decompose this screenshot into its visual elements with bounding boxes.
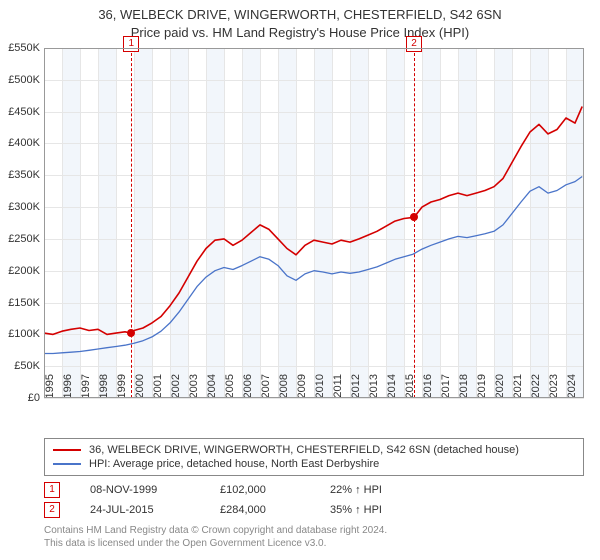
y-axis-label: £0: [0, 392, 40, 404]
event-delta: 35% ↑ HPI: [330, 504, 430, 516]
event-date: 24-JUL-2015: [90, 504, 190, 516]
event-delta: 22% ↑ HPI: [330, 484, 430, 496]
series-line-price-paid: [44, 107, 582, 335]
event-price: £102,000: [220, 484, 300, 496]
y-axis-label: £300K: [0, 201, 40, 213]
events-table: 1 08-NOV-1999 £102,000 22% ↑ HPI 2 24-JU…: [44, 480, 584, 520]
event-marker-box: 1: [44, 482, 60, 498]
event-marker-box: 2: [44, 502, 60, 518]
y-axis-label: £400K: [0, 137, 40, 149]
legend-item-hpi: HPI: Average price, detached house, Nort…: [53, 457, 575, 471]
y-axis-label: £50K: [0, 360, 40, 372]
y-axis-label: £150K: [0, 297, 40, 309]
title-line-2: Price paid vs. HM Land Registry's House …: [0, 24, 600, 42]
y-axis-label: £100K: [0, 328, 40, 340]
legend-label: HPI: Average price, detached house, Nort…: [89, 458, 379, 470]
legend-item-price-paid: 36, WELBECK DRIVE, WINGERWORTH, CHESTERF…: [53, 443, 575, 457]
event-row: 1 08-NOV-1999 £102,000 22% ↑ HPI: [44, 480, 584, 500]
y-axis-label: £550K: [0, 42, 40, 54]
y-axis-label: £350K: [0, 169, 40, 181]
y-axis-label: £250K: [0, 233, 40, 245]
chart-title: 36, WELBECK DRIVE, WINGERWORTH, CHESTERF…: [0, 0, 600, 41]
event-row: 2 24-JUL-2015 £284,000 35% ↑ HPI: [44, 500, 584, 520]
y-axis-label: £450K: [0, 106, 40, 118]
footnote-line: Contains HM Land Registry data © Crown c…: [44, 524, 584, 537]
y-axis-label: £500K: [0, 74, 40, 86]
event-price: £284,000: [220, 504, 300, 516]
line-layer: [44, 48, 584, 398]
plot-area: £0£50K£100K£150K£200K£250K£300K£350K£400…: [44, 48, 584, 398]
footnote: Contains HM Land Registry data © Crown c…: [44, 524, 584, 550]
legend: 36, WELBECK DRIVE, WINGERWORTH, CHESTERF…: [44, 438, 584, 476]
legend-swatch: [53, 449, 81, 451]
chart-container: 36, WELBECK DRIVE, WINGERWORTH, CHESTERF…: [0, 0, 600, 560]
legend-label: 36, WELBECK DRIVE, WINGERWORTH, CHESTERF…: [89, 444, 519, 456]
title-line-1: 36, WELBECK DRIVE, WINGERWORTH, CHESTERF…: [0, 6, 600, 24]
y-axis-label: £200K: [0, 265, 40, 277]
footnote-line: This data is licensed under the Open Gov…: [44, 537, 584, 550]
event-date: 08-NOV-1999: [90, 484, 190, 496]
legend-swatch: [53, 463, 81, 465]
series-line-hpi: [44, 177, 582, 354]
